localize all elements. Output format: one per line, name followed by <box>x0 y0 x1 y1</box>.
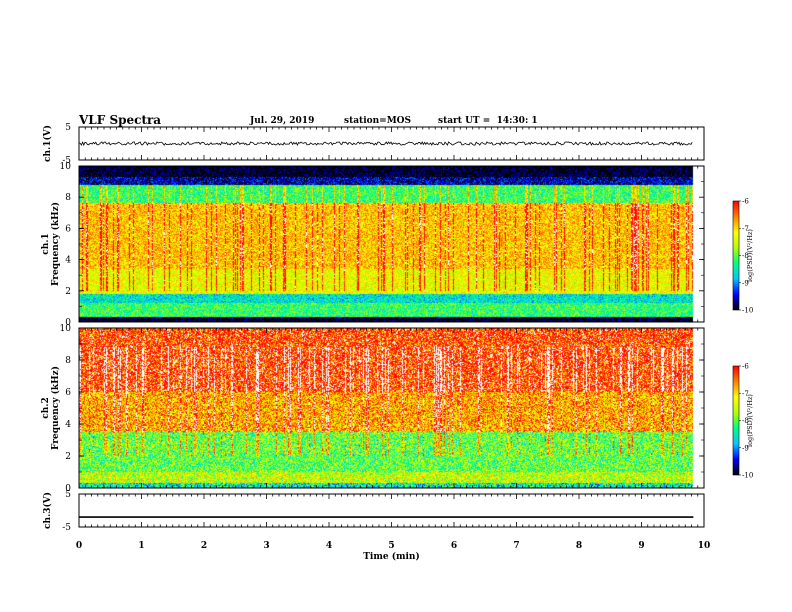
ch1-waveform-ylabel: ch.1(V) <box>42 125 53 162</box>
ch3-waveform-ylabel: ch.3(V) <box>42 492 53 529</box>
x-tick-label: 5 <box>388 541 394 551</box>
ch2-spectrogram-colorbar-label: log(PSD)(V²/Hz) <box>746 394 754 447</box>
ch1-spectrogram-colorbar <box>732 200 740 311</box>
x-tick-label: 3 <box>263 541 269 551</box>
ch1-spectrogram-channel-label: ch.1 <box>41 233 51 254</box>
x-tick-label: 6 <box>451 541 457 551</box>
ch1-spectrogram-colorbar-label: log(PSD)(V²/Hz) <box>746 229 754 282</box>
colorbar-tick-label: -9 <box>742 444 749 452</box>
y-tick-label: 2 <box>65 287 71 297</box>
colorbar-tick-label: -7 <box>742 390 749 398</box>
date-label: Jul. 29, 2019 <box>250 116 315 126</box>
y-tick-label: 10 <box>60 324 72 334</box>
x-tick-label: 4 <box>326 541 332 551</box>
ch1-waveform-trace <box>78 140 693 147</box>
x-tick-label: 8 <box>576 541 582 551</box>
colorbar-tick-label: -7 <box>742 225 749 233</box>
ch2-spectrogram-ylabel: Frequency (kHz) <box>50 366 61 450</box>
y-tick-label: 0 <box>65 484 71 494</box>
frame-layer <box>78 126 741 528</box>
start-time-label: start UT = 14:30: 1 <box>438 116 538 126</box>
ch1-spectrogram-ylabel: Frequency (kHz) <box>50 202 61 286</box>
ch2-spectrogram-colorbar <box>732 365 740 476</box>
ch1-spectrogram-image <box>79 166 704 322</box>
x-tick-label: 2 <box>201 541 207 551</box>
y-tick-label: 8 <box>65 193 71 203</box>
ch2-spectrogram-image <box>79 328 704 488</box>
chart-title: VLF Spectra <box>79 113 162 127</box>
colorbar-tick-label: -8 <box>742 252 749 260</box>
y-tick-label: 6 <box>65 388 71 398</box>
ch2-spectrogram-channel-label: ch.2 <box>41 397 51 418</box>
colorbar-tick-label: -8 <box>742 417 749 425</box>
y-tick-label: 5 <box>65 123 71 133</box>
x-axis-label: Time (min) <box>363 551 420 562</box>
y-tick-label: 5 <box>65 490 71 500</box>
x-tick-label: 10 <box>698 541 711 551</box>
y-tick-label: -5 <box>62 523 71 533</box>
y-tick-label: 4 <box>65 420 71 430</box>
y-tick-label: 10 <box>60 162 72 172</box>
colorbar-tick-label: -9 <box>742 279 749 287</box>
x-tick-label: 1 <box>138 541 144 551</box>
colorbar-tick-label: -6 <box>742 363 749 371</box>
colorbar-tick-label: -10 <box>742 307 753 315</box>
y-tick-label: 2 <box>65 452 71 462</box>
y-tick-label: 0 <box>65 318 71 328</box>
colorbar-tick-label: -6 <box>742 198 749 206</box>
colorbar-tick-label: -10 <box>742 472 753 480</box>
y-tick-label: 4 <box>65 256 71 266</box>
x-tick-label: 0 <box>76 541 82 551</box>
y-tick-label: 6 <box>65 224 71 234</box>
y-tick-label: -5 <box>62 156 71 166</box>
station-label: station=MOS <box>344 116 412 126</box>
x-tick-label: 7 <box>513 541 519 551</box>
y-tick-label: 8 <box>65 356 71 366</box>
spectrogram-layer <box>78 140 704 518</box>
x-tick-label: 9 <box>638 541 644 551</box>
